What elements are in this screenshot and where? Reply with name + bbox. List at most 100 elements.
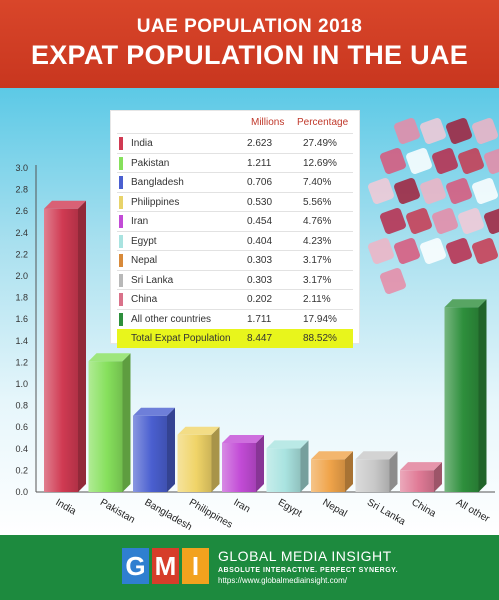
row-percentage: 5.56% <box>303 196 332 208</box>
globe-tile <box>472 178 498 204</box>
bar-top <box>266 440 309 449</box>
footer <box>0 535 499 600</box>
brand-block: GLOBAL MEDIA INSIGHT ABSOLUTE INTERACTIV… <box>218 548 398 585</box>
globe-tile <box>394 238 420 264</box>
row-color-swatch <box>119 293 123 306</box>
row-country: Egypt <box>131 235 157 247</box>
logo-letter-m: M <box>152 548 179 584</box>
percentage-header: Percentage <box>297 117 349 128</box>
globe-tile <box>458 208 484 234</box>
row-country: All other countries <box>131 313 212 325</box>
row-millions: 0.404 <box>247 235 273 247</box>
bar-side <box>78 200 86 492</box>
globe-tile <box>446 238 472 264</box>
bar <box>444 299 487 492</box>
x-tick-label: Sri Lanka <box>365 497 407 528</box>
x-tick-label: Iran <box>232 497 252 515</box>
y-tick-label: 3.0 <box>15 163 28 173</box>
table-total-row: Total Expat Population 8.447 88.52% <box>117 329 353 348</box>
total-percentage: 88.52% <box>303 333 337 344</box>
globe-tile <box>432 208 458 234</box>
globe-tile <box>420 178 446 204</box>
population-table: Millions Percentage India 2.623 27.49% Paki… <box>110 110 360 348</box>
table-row: Iran 0.454 4.76% <box>117 211 353 231</box>
y-tick-label: 1.2 <box>15 357 28 367</box>
row-color-swatch <box>119 273 123 287</box>
brand-url[interactable]: https://www.globalmediainsight.com/ <box>218 576 347 585</box>
table-row: Pakistan 1.211 12.69% <box>117 152 353 173</box>
x-tick-label: Pakistan <box>98 497 137 526</box>
table-row: Bangladesh 0.706 7.40% <box>117 172 353 192</box>
row-millions: 0.530 <box>247 196 273 208</box>
row-color-swatch <box>119 176 123 189</box>
bar-front <box>355 459 390 492</box>
y-tick-label: 2.6 <box>15 206 28 216</box>
row-percentage: 3.17% <box>303 255 332 266</box>
bar <box>266 440 309 492</box>
row-color-swatch <box>119 254 123 267</box>
row-millions: 0.303 <box>247 274 273 286</box>
row-country: Philippines <box>131 196 180 208</box>
x-tick-label: Egypt <box>276 497 304 519</box>
page-title: EXPAT POPULATION IN THE UAE <box>30 40 469 70</box>
bar <box>44 200 86 492</box>
y-tick-label: 2.8 <box>15 185 28 195</box>
bar <box>355 451 398 492</box>
bar-front <box>266 448 301 492</box>
row-country: India <box>131 138 153 149</box>
bar <box>222 434 264 492</box>
y-tick-label: 2.2 <box>15 249 28 259</box>
y-tick-label: 0.8 <box>15 401 28 411</box>
total-label: Total Expat Population <box>131 333 231 344</box>
bar-chart: 0.0 0.2 0.4 0.6 0.8 1.0 1.2 1.4 1.6 1.8 2.0 2.2 2.4 2… <box>15 118 499 533</box>
bar-side <box>211 426 220 492</box>
bar-side <box>300 440 309 492</box>
globe-tile <box>420 118 446 144</box>
row-color-swatch <box>119 195 123 209</box>
bars-group <box>44 200 487 492</box>
globe-tile <box>484 148 499 174</box>
x-tick-label: Bangladesh <box>143 497 194 533</box>
bar-side <box>434 462 442 492</box>
row-country: Iran <box>131 216 149 227</box>
row-percentage: 4.23% <box>303 235 332 247</box>
globe-tile <box>380 148 406 174</box>
bar-top <box>311 451 353 460</box>
bar-top <box>444 299 487 308</box>
bar-front <box>177 434 212 492</box>
bar-side <box>345 451 353 492</box>
row-millions: 1.711 <box>247 313 272 325</box>
globe-tile <box>446 118 472 144</box>
table-row: Philippines 0.530 5.56% <box>117 191 353 212</box>
bar-front <box>44 208 78 492</box>
row-percentage: 7.40% <box>303 177 332 188</box>
bar-side <box>389 451 398 492</box>
row-millions: 2.623 <box>247 138 273 149</box>
row-country: Nepal <box>131 255 158 266</box>
brand-name: GLOBAL MEDIA INSIGHT <box>218 548 392 564</box>
x-tick-label: India <box>54 497 79 518</box>
globe-tile <box>380 268 406 294</box>
millions-header: Millions <box>251 117 285 128</box>
row-country: Bangladesh <box>131 177 184 188</box>
bar-top <box>44 200 86 209</box>
bar-front <box>444 307 479 492</box>
globe-tile <box>368 238 394 264</box>
bar-top <box>222 434 264 443</box>
globe-tile <box>406 208 432 234</box>
globe-tile <box>446 178 472 204</box>
bar <box>177 426 220 492</box>
bar-top <box>400 462 442 471</box>
bar-front <box>311 459 345 492</box>
table-row: Egypt 0.404 4.23% <box>117 230 353 251</box>
bar <box>311 451 353 492</box>
row-color-swatch <box>119 215 123 228</box>
globe-tile <box>420 238 446 264</box>
y-tick-label: 1.4 <box>15 336 28 346</box>
bar-side <box>167 407 175 492</box>
globe-tile <box>472 238 498 264</box>
globe-tile <box>432 148 458 174</box>
y-tick-label: 0.6 <box>15 422 28 432</box>
row-millions: 0.706 <box>247 177 273 188</box>
page-subtitle: UAE POPULATION 2018 <box>136 16 363 37</box>
